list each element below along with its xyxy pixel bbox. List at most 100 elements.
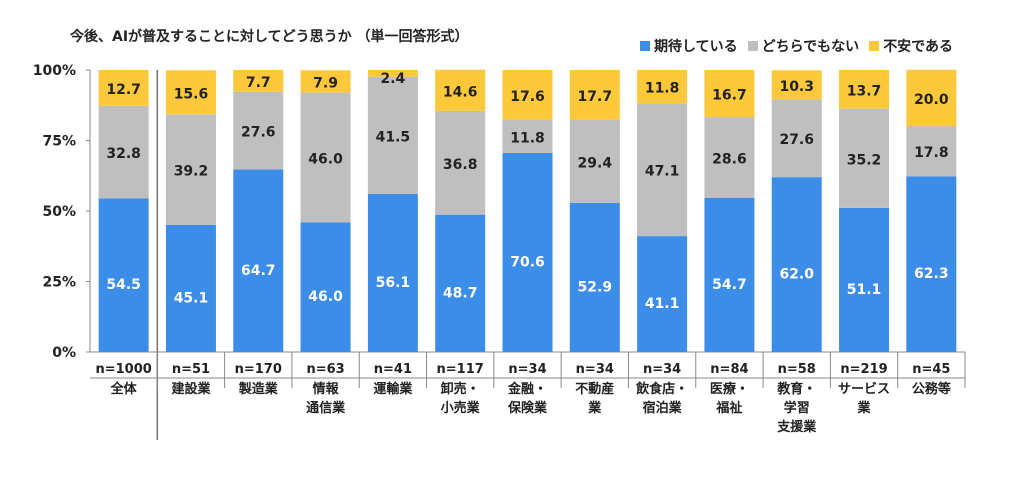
x-category-label: 業 — [587, 400, 602, 416]
x-category-label: 卸売・ — [441, 381, 480, 397]
data-label: 7.9 — [313, 75, 338, 91]
data-label: 20.0 — [914, 92, 949, 108]
data-label: 54.7 — [712, 277, 747, 293]
bar-segment — [704, 70, 755, 118]
data-label: 64.7 — [241, 263, 276, 279]
bar-segment — [906, 176, 957, 352]
legend-item-expect: 期待している — [640, 36, 738, 56]
x-n-label: n=117 — [437, 362, 484, 377]
bar-segment — [771, 70, 822, 100]
data-label: 41.1 — [645, 296, 680, 312]
y-tick-label: 25% — [42, 275, 76, 291]
x-n-label: n=1000 — [95, 362, 151, 377]
bar-segment — [233, 91, 284, 170]
bar-segment — [569, 202, 620, 352]
data-label: 17.7 — [578, 89, 613, 105]
x-category-label: 宿泊業 — [643, 400, 683, 416]
x-category-label: 建設業 — [171, 381, 211, 397]
bar-segment — [165, 114, 216, 225]
data-label: 32.8 — [106, 146, 141, 162]
bar-segment — [502, 119, 553, 153]
data-label: 62.3 — [914, 266, 949, 282]
bar-segment — [435, 110, 486, 215]
x-n-label: n=84 — [710, 362, 748, 377]
data-label: 36.8 — [443, 157, 478, 173]
x-n-label: n=34 — [508, 362, 546, 377]
data-label: 12.7 — [106, 82, 141, 98]
data-label: 7.7 — [246, 75, 271, 91]
data-label: 45.1 — [174, 290, 209, 306]
legend-label-neutral: どちらでもない — [761, 39, 860, 55]
legend-swatch-anxious — [869, 41, 880, 51]
bar-segment — [300, 70, 351, 93]
x-category-label: 情報 — [313, 381, 340, 397]
data-label: 2.4 — [380, 71, 405, 87]
data-label: 15.6 — [174, 86, 209, 102]
legend-swatch-neutral — [747, 41, 758, 51]
data-label: 56.1 — [376, 275, 411, 291]
bar-segment — [367, 76, 418, 194]
bar-segment — [502, 152, 553, 352]
x-category-label: 福祉 — [715, 400, 742, 416]
bar-segment — [637, 236, 688, 352]
bar-segment — [906, 126, 957, 177]
y-tick-label: 50% — [42, 204, 76, 220]
x-category-label: 学習 — [784, 400, 810, 416]
data-label: 54.5 — [106, 277, 141, 293]
legend-swatch-expect — [640, 41, 650, 51]
x-n-label: n=63 — [306, 362, 344, 377]
data-label: 70.6 — [510, 254, 545, 270]
bar-segment — [300, 92, 351, 223]
data-label: 10.3 — [779, 79, 814, 95]
x-category-label: 業 — [857, 400, 872, 416]
x-n-label: n=219 — [840, 362, 887, 377]
bar-segment — [906, 69, 957, 127]
legend-item-neutral: どちらでもない — [747, 36, 860, 56]
x-n-label: n=34 — [576, 362, 614, 377]
bar-segment — [367, 70, 418, 77]
bar-segment — [98, 70, 149, 106]
bar-segment — [771, 99, 822, 178]
bar-segment — [435, 69, 486, 111]
data-label: 47.1 — [645, 164, 680, 180]
x-n-label: n=34 — [643, 362, 681, 377]
x-category-label: 小売業 — [441, 400, 481, 416]
bar-segment — [839, 70, 890, 109]
x-category-label: 不動産 — [575, 381, 614, 397]
bar-segment — [839, 108, 890, 208]
bar-segment — [704, 117, 755, 198]
data-label: 46.0 — [308, 151, 343, 167]
data-label: 13.7 — [847, 83, 882, 99]
bar-segment — [233, 169, 284, 352]
bar-segment — [637, 70, 688, 104]
x-category-label: サービス — [838, 381, 890, 397]
bar-segment — [300, 222, 351, 352]
data-label: 29.4 — [578, 155, 613, 171]
x-category-label: 全体 — [110, 381, 138, 397]
x-category-label: 製造業 — [238, 381, 279, 397]
x-n-label: n=41 — [374, 362, 412, 377]
x-category-label: 通信業 — [306, 400, 346, 416]
x-category-label: 保険業 — [507, 400, 548, 416]
data-label: 39.2 — [174, 164, 209, 180]
legend: 期待している どちらでもない 不安である — [640, 36, 953, 56]
y-tick-label: 75% — [42, 134, 76, 150]
bar-segment — [704, 197, 755, 352]
x-category-label: 公務等 — [912, 381, 951, 397]
data-label: 17.8 — [914, 145, 949, 161]
x-category-label: 医療・ — [710, 381, 749, 397]
x-category-label: 支援業 — [776, 419, 817, 435]
x-n-label: n=58 — [778, 362, 816, 377]
data-label: 27.6 — [779, 132, 814, 148]
x-category-label: 教育・ — [776, 381, 816, 397]
legend-item-anxious: 不安である — [869, 36, 953, 56]
bar-segment — [569, 70, 620, 120]
legend-label-anxious: 不安である — [883, 39, 954, 55]
bar-segment — [165, 70, 216, 115]
x-category-label: 金融・ — [507, 381, 547, 397]
x-category-label: 運輸業 — [373, 381, 413, 397]
data-label: 28.6 — [712, 151, 747, 167]
data-label: 35.2 — [847, 152, 882, 168]
legend-label-expect: 期待している — [654, 39, 738, 55]
